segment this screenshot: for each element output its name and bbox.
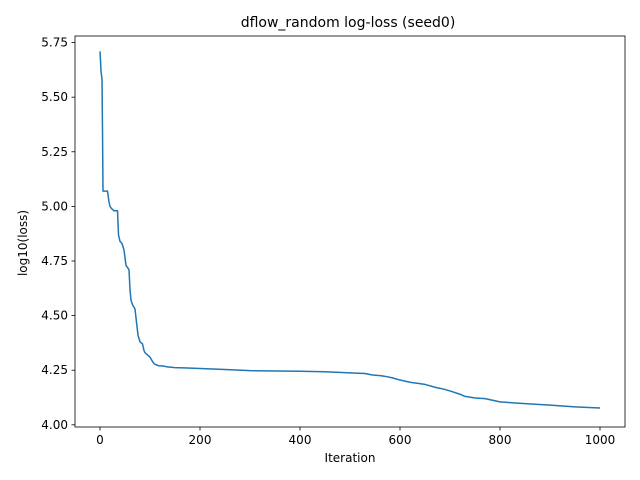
- x-axis-ticks: 0 200 400 600 800 1000: [96, 427, 615, 447]
- y-tick-label: 4.50: [41, 309, 68, 323]
- plot-frame: [74, 35, 626, 428]
- chart-title: dflow_random log-loss (seed0): [241, 15, 456, 31]
- x-tick-label: 1000: [585, 433, 616, 447]
- y-tick-label: 4.00: [41, 418, 68, 432]
- x-tick-label: 0: [96, 433, 104, 447]
- y-tick-label: 5.50: [41, 90, 68, 104]
- y-tick-label: 5.00: [41, 199, 68, 213]
- y-tick-label: 4.75: [41, 254, 68, 268]
- x-tick-label: 200: [189, 433, 212, 447]
- y-axis-label: log10(loss): [16, 210, 30, 276]
- x-tick-label: 600: [389, 433, 412, 447]
- y-axis-ticks: 4.00 4.25 4.50 4.75 5.00 5.25 5.50 5.75: [41, 36, 75, 432]
- x-axis-label: Iteration: [325, 451, 376, 465]
- x-tick-label: 400: [289, 433, 312, 447]
- y-tick-label: 5.25: [41, 145, 68, 159]
- y-tick-label: 4.25: [41, 363, 68, 377]
- x-tick-label: 800: [489, 433, 512, 447]
- series-line: [99, 51, 601, 409]
- y-tick-label: 5.75: [41, 36, 68, 50]
